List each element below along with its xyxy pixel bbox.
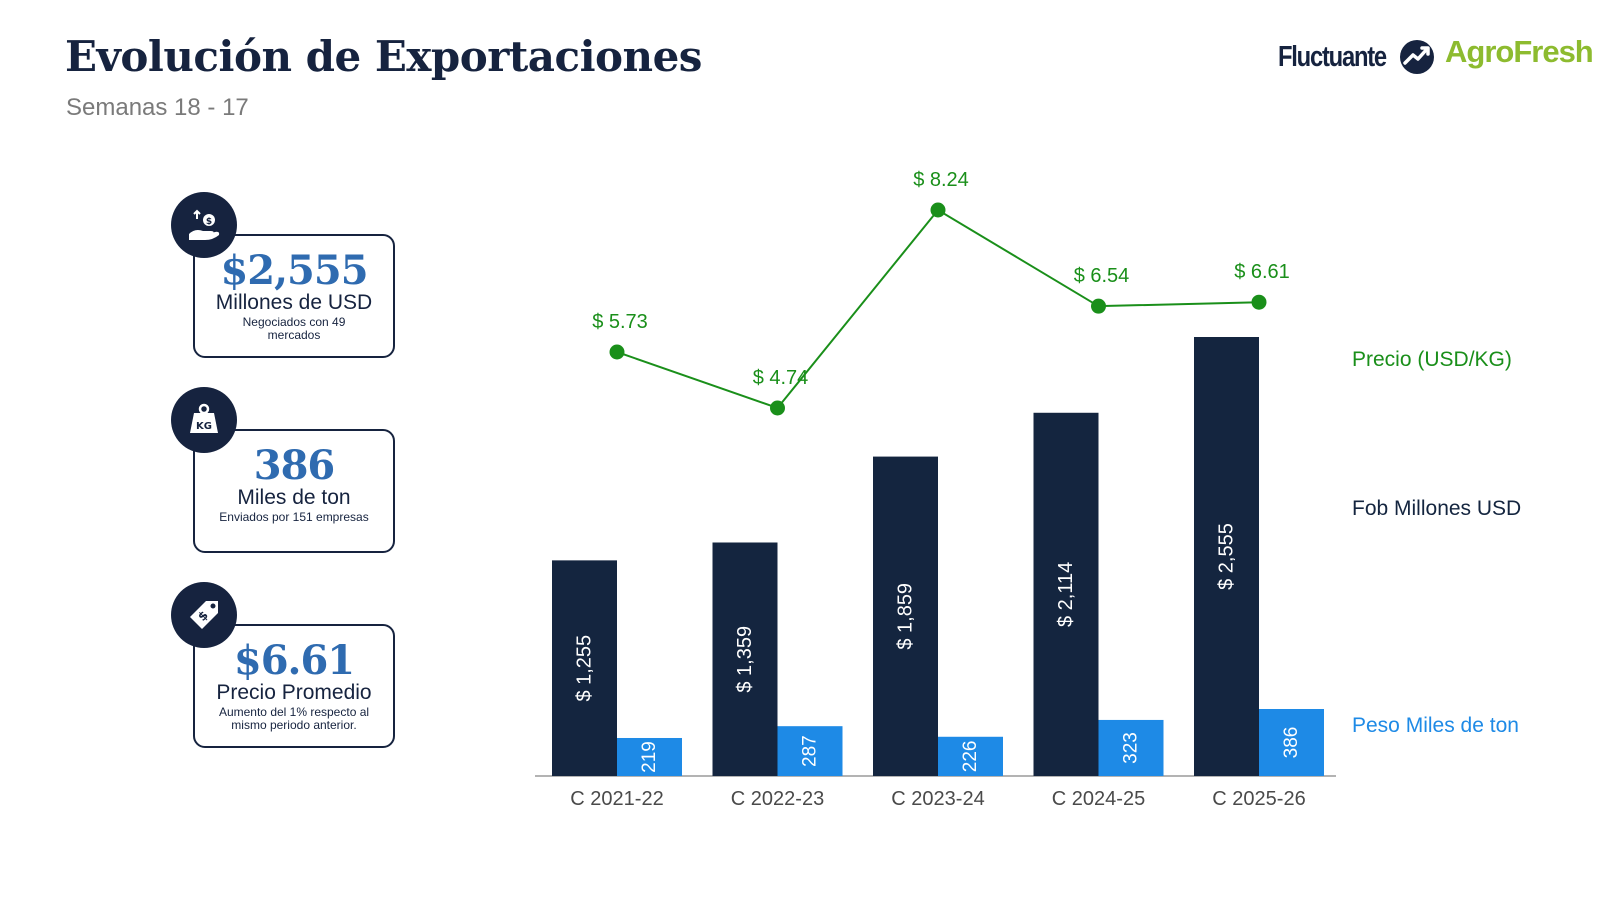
price-label: $ 4.74 xyxy=(753,367,809,389)
x-tick-label: C 2023-24 xyxy=(891,788,984,810)
price-label: $ 5.73 xyxy=(592,311,648,333)
price-point xyxy=(1251,294,1267,310)
weight-bar xyxy=(1259,709,1324,776)
fob-bar xyxy=(1194,337,1259,776)
kpi-note: Negociados con 49 mercados xyxy=(242,315,346,342)
x-tick-label: C 2022-23 xyxy=(731,788,824,810)
price-point xyxy=(770,400,785,416)
kpi-card-weight: 386 Miles de ton Enviados por 151 empres… xyxy=(193,429,395,553)
kpi-value: $2,555 xyxy=(220,247,368,294)
agrofresh-logo: AgroFresh xyxy=(1445,34,1594,69)
fob-bar-label: $ 1,859 xyxy=(895,583,917,650)
weight-bar-label: 323 xyxy=(1121,732,1142,764)
svg-text:$: $ xyxy=(206,217,212,227)
fob-bar xyxy=(1033,412,1099,776)
page-title: Evolución de Exportaciones xyxy=(65,32,702,81)
fob-bar-label: $ 1,359 xyxy=(734,626,756,693)
fob-bar xyxy=(552,560,617,776)
fob-bar xyxy=(873,456,938,776)
weight-bar xyxy=(617,737,682,776)
kpi-unit: Millones de USD xyxy=(215,291,373,314)
weight-bar xyxy=(777,726,843,776)
legend-weight: Peso Miles de ton xyxy=(1352,714,1519,737)
x-tick-label: C 2021-22 xyxy=(570,788,663,810)
x-tick-label: C 2024-25 xyxy=(1052,788,1145,810)
kpi-card-price: $6.61 Precio Promedio Aumento del 1% res… xyxy=(193,624,395,748)
kpi-unit: Precio Promedio xyxy=(216,681,372,704)
legend-fob: Fob Millones USD xyxy=(1352,497,1522,520)
weight-bar-label: 226 xyxy=(960,741,981,773)
price-point xyxy=(930,202,946,218)
kpi-unit: Miles de ton xyxy=(237,486,351,509)
price-point xyxy=(609,344,625,360)
fob-bar-label: $ 2,555 xyxy=(1216,523,1238,590)
price-point xyxy=(1091,298,1106,314)
fob-bar-label: $ 1,255 xyxy=(574,635,596,702)
price-label: $ 8.24 xyxy=(913,169,969,191)
price-line xyxy=(616,208,1260,410)
svg-text:KG: KG xyxy=(196,421,212,432)
kg-weight-icon: KG xyxy=(171,387,237,453)
kpi-note: Aumento del 1% respecto al mismo periodo… xyxy=(218,705,370,732)
kpi-note: Enviados por 151 empresas xyxy=(219,510,369,524)
x-tick-label: C 2025-26 xyxy=(1212,788,1305,810)
fob-bar-label: $ 2,114 xyxy=(1055,562,1077,627)
weight-bar xyxy=(1098,719,1164,776)
weight-bar xyxy=(938,736,1003,776)
kpi-value: $6.61 xyxy=(233,637,355,684)
price-label: $ 6.61 xyxy=(1234,261,1290,283)
price-label: $ 6.54 xyxy=(1074,265,1130,287)
fob-bar xyxy=(712,542,778,776)
fluctuante-logo: Fluctuante xyxy=(1278,38,1436,76)
legend-price: Precio (USD/KG) xyxy=(1352,348,1512,371)
kpi-value: 386 xyxy=(253,442,336,489)
fluctuante-logo-text: Fluctuante xyxy=(1278,40,1387,73)
weight-bar-label: 386 xyxy=(1281,727,1302,759)
money-hand-icon: $ xyxy=(171,192,237,258)
page-subtitle: Semanas 18 - 17 xyxy=(66,94,249,121)
fluctuante-chart-icon xyxy=(1399,40,1434,74)
kpi-card-fob: $2,555 Millones de USD Negociados con 49… xyxy=(193,234,395,358)
weight-bar-label: 219 xyxy=(639,741,660,773)
price-tag-icon: $ xyxy=(171,582,237,648)
weight-bar-label: 287 xyxy=(800,735,821,767)
